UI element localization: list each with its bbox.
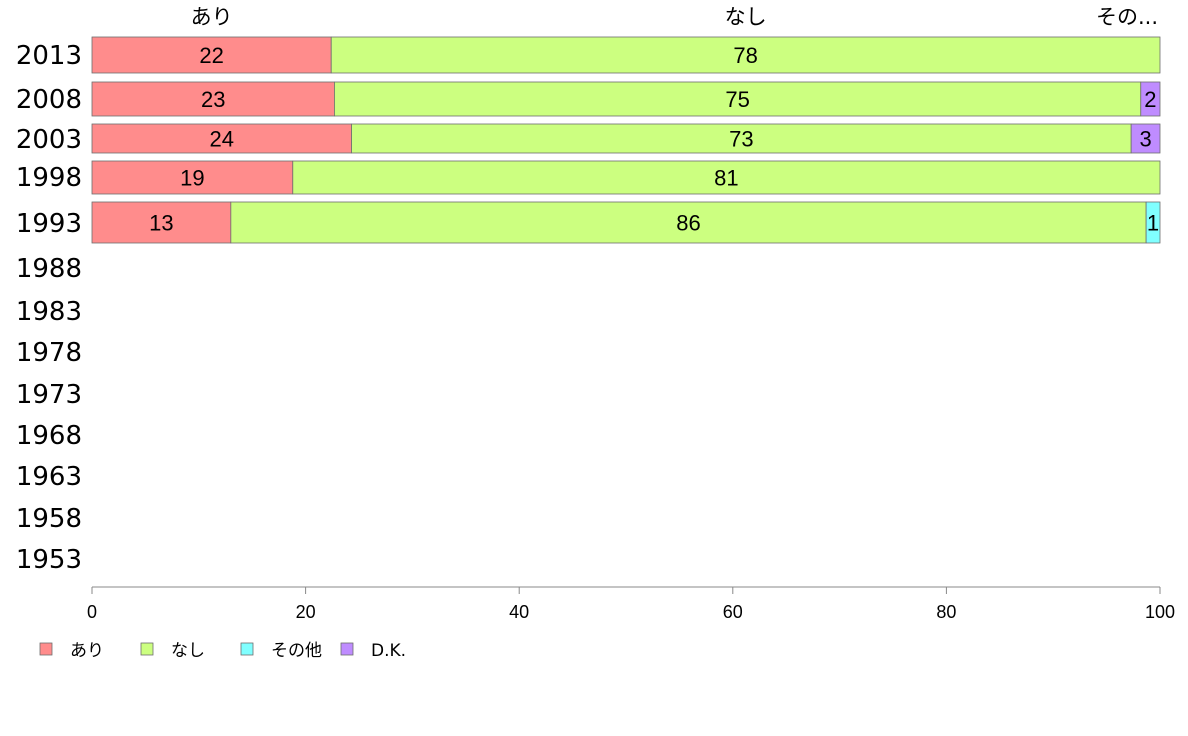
x-tick-label-4: 80	[936, 602, 956, 622]
bar-2008-0	[91, 81, 335, 117]
bar-1993-2	[1145, 201, 1161, 244]
year-label-2013: 2013	[16, 41, 82, 71]
bar-segments	[91, 36, 1161, 244]
bar-label-2013-1: 78	[733, 43, 757, 68]
year-label-1973: 1973	[16, 380, 82, 410]
top-label-1: なし	[725, 5, 767, 29]
legend-swatch-0	[39, 642, 53, 656]
bar-label-2003-3: 3	[1139, 127, 1151, 152]
year-label-1988: 1988	[16, 254, 82, 284]
legend: あり なし その他 D.K.	[39, 641, 406, 661]
bar-1993-0	[91, 201, 232, 244]
year-label-1998: 1998	[16, 163, 82, 193]
bar-label-1993-0: 13	[149, 211, 173, 236]
year-label-1968: 1968	[16, 421, 82, 451]
bar-label-1993-2: 1	[1147, 211, 1159, 236]
year-label-1993: 1993	[16, 209, 82, 239]
legend-swatch-1	[140, 642, 154, 656]
bar-label-1993-1: 86	[676, 211, 700, 236]
series-top-labels: あり なし その...	[191, 5, 1158, 29]
bar-1993-1	[230, 201, 1147, 244]
year-labels: 2013 2008 2003 1998 1993 1988 1983 1978 1973 1968…	[16, 41, 82, 575]
bar-2013-1	[330, 36, 1161, 74]
legend-label-0: あり	[70, 641, 104, 661]
bar-1998-1	[292, 160, 1161, 195]
bar-2008-1	[334, 81, 1142, 117]
bar-label-1998-1: 81	[714, 166, 738, 191]
x-tick-label-0: 0	[87, 602, 97, 622]
bar-2003-0	[91, 123, 352, 154]
top-label-2: その...	[1096, 5, 1158, 29]
x-tick-label-1: 20	[296, 602, 316, 622]
bar-label-2008-1: 75	[725, 87, 749, 112]
x-tick-label-3: 60	[723, 602, 743, 622]
x-axis: 0 20 40 60 80 100	[87, 586, 1175, 622]
x-tick-label-5: 100	[1145, 602, 1175, 622]
bar-label-2008-0: 23	[201, 87, 225, 112]
legend-label-1: なし	[171, 641, 205, 661]
year-label-1958: 1958	[16, 504, 82, 534]
bar-label-2013-0: 22	[199, 43, 223, 68]
legend-label-3: D.K.	[371, 641, 406, 661]
bar-2003-1	[351, 123, 1132, 154]
top-label-0: あり	[191, 5, 233, 29]
year-label-2003: 2003	[16, 125, 82, 155]
legend-label-2: その他	[271, 641, 322, 661]
year-label-1953: 1953	[16, 545, 82, 575]
bar-label-1998-0: 19	[180, 166, 204, 191]
year-label-1978: 1978	[16, 338, 82, 368]
bar-label-2003-1: 73	[729, 127, 753, 152]
bar-1998-0	[91, 160, 294, 195]
year-label-1963: 1963	[16, 462, 82, 492]
x-tick-label-2: 40	[509, 602, 529, 622]
year-label-1983: 1983	[16, 297, 82, 327]
legend-swatch-2	[240, 642, 254, 656]
segment-value-labels: 22 78 23 75 2 24 73 3 19 81 13 86 1	[149, 43, 1159, 236]
bar-label-2003-0: 24	[210, 127, 234, 152]
bar-2008-3	[1140, 81, 1161, 117]
bar-2013-0	[91, 36, 332, 74]
bar-label-2008-3: 2	[1144, 87, 1156, 112]
bar-2003-3	[1130, 123, 1161, 154]
year-label-2008: 2008	[16, 85, 82, 115]
legend-swatch-3	[340, 642, 354, 656]
